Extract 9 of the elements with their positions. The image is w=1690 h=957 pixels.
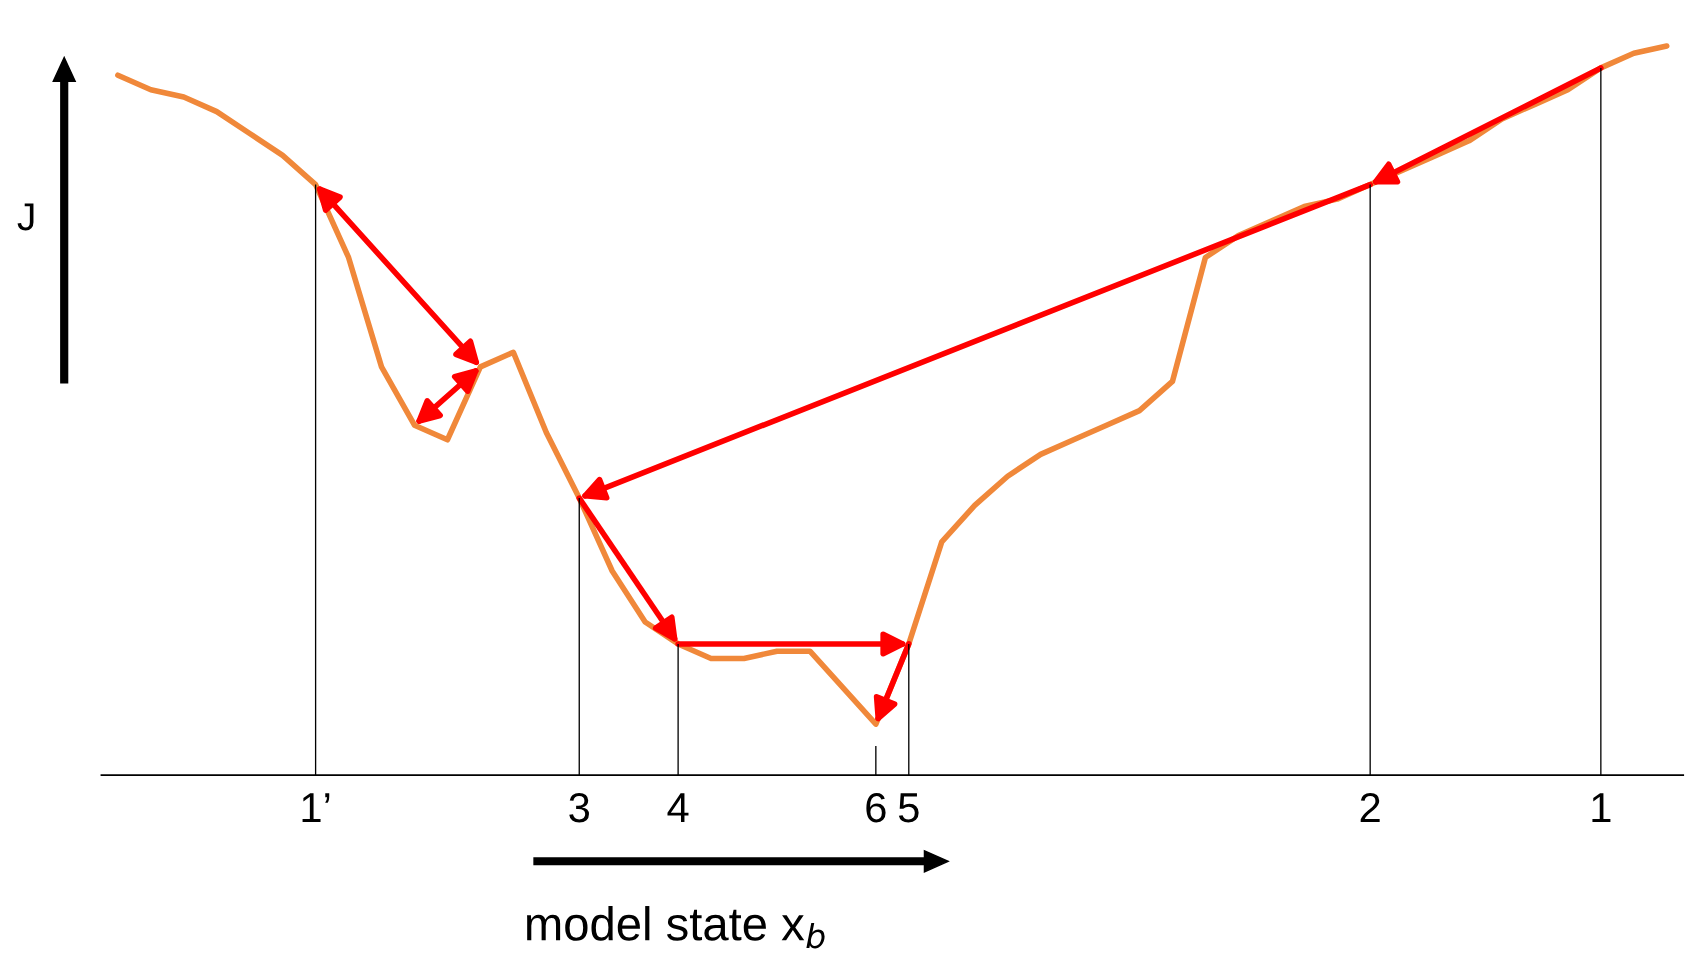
x-tick-label: 4 [667, 793, 689, 823]
x-axis-title: model state x$_{b}$ [527, 906, 825, 949]
x-tick-label: 6 [866, 792, 886, 823]
x-tick-label: 2 [1360, 792, 1380, 823]
x-tick-label: 1 [1592, 793, 1611, 823]
x-tick-label: 5 [898, 793, 919, 823]
y-axis-title: J [17, 203, 34, 231]
x-tick-label: 3 [569, 792, 589, 823]
x-tick-label: 1’ [302, 793, 330, 823]
